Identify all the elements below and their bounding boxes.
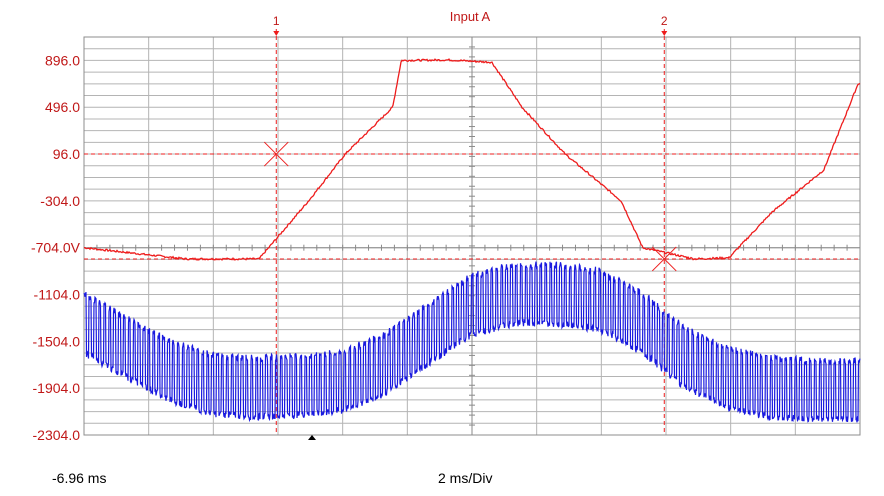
cursor-marker-icon (661, 31, 668, 36)
cursor-label: 2 (661, 14, 668, 28)
timebase-label: 2 ms/Div (438, 470, 493, 486)
y-tick-label: 896.0 (45, 52, 80, 68)
cursor-label: 1 (273, 14, 280, 28)
y-tick-labels: 896.0 496.0 96.0 -304.0 -704.0V -1104.0 -1504.… (31, 52, 81, 443)
y-tick-label: 96.0 (53, 146, 80, 162)
chart-title: Input A (450, 9, 491, 24)
start-time-label: -6.96 ms (52, 470, 107, 486)
cursor-cross-mark (651, 246, 677, 272)
y-tick-label: -1904.0 (33, 380, 81, 396)
series-line-channel-b (83, 261, 861, 423)
y-tick-label: -1504.0 (33, 333, 81, 349)
y-tick-label: -1104.0 (34, 287, 81, 303)
cursor-cross-mark (263, 141, 289, 167)
y-tick-label: 496.0 (45, 99, 80, 115)
y-tick-label: -304.0 (40, 193, 80, 209)
y-tick-label: -2304.0 (33, 427, 81, 443)
plot-border (83, 36, 861, 436)
trigger-marker-icon (308, 435, 316, 440)
grid (83, 36, 861, 436)
series-layer (83, 58, 861, 423)
y-tick-label: -704.0V (31, 240, 81, 256)
series-line-input-a (84, 58, 861, 261)
plot-frame (83, 36, 861, 436)
cursor-marker-icon (273, 31, 280, 36)
